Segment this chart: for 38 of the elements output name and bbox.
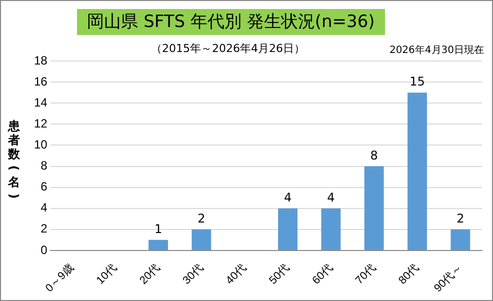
bar: [148, 240, 168, 250]
x-tick-label: 10代: [94, 262, 120, 287]
y-tick-label: 2: [40, 222, 48, 236]
chart-title: 岡山県 SFTS 年代別 発生状況(n=36): [77, 9, 385, 35]
x-tick-label: 90代～: [432, 262, 465, 295]
data-label: 4: [327, 190, 335, 204]
y-axis-title: 患者数(名): [7, 119, 21, 201]
x-tick-label: 20代: [138, 262, 163, 287]
y-tick-label: 4: [40, 200, 48, 215]
bar: [408, 92, 427, 250]
chart-subtitle: （2015年～2026年4月26日）: [151, 41, 305, 56]
x-tick-label: 0～9歳: [42, 261, 76, 295]
x-tick-label: 40代: [224, 262, 249, 287]
y-tick-label: 6: [40, 180, 48, 194]
y-tick-label: 0: [40, 242, 48, 257]
x-tick-label: 60代: [310, 262, 336, 287]
bar: [278, 208, 298, 250]
x-tick-label: 80代: [396, 262, 422, 287]
x-tick-label: 30代: [180, 262, 206, 287]
data-label: 1: [154, 222, 162, 236]
y-tick-label: 10: [34, 138, 48, 152]
y-tick-label: 18: [34, 53, 48, 68]
y-tick-label: 12: [34, 116, 48, 130]
data-label: 4: [284, 190, 292, 204]
data-label: 2: [198, 212, 206, 226]
data-label: 8: [370, 148, 378, 162]
text: 2026年4月30日現在: [389, 44, 484, 57]
data-label: 2: [456, 212, 464, 226]
data-label: 15: [410, 74, 425, 89]
bar: [321, 208, 341, 250]
bar: [450, 229, 470, 250]
bar: [364, 166, 384, 250]
y-tick-label: 14: [34, 95, 48, 110]
x-tick-label: 50代: [267, 262, 292, 287]
bar: [192, 229, 212, 250]
x-tick-label: 70代: [353, 262, 378, 287]
y-tick-label: 8: [40, 158, 48, 173]
y-tick-label: 16: [34, 74, 48, 88]
